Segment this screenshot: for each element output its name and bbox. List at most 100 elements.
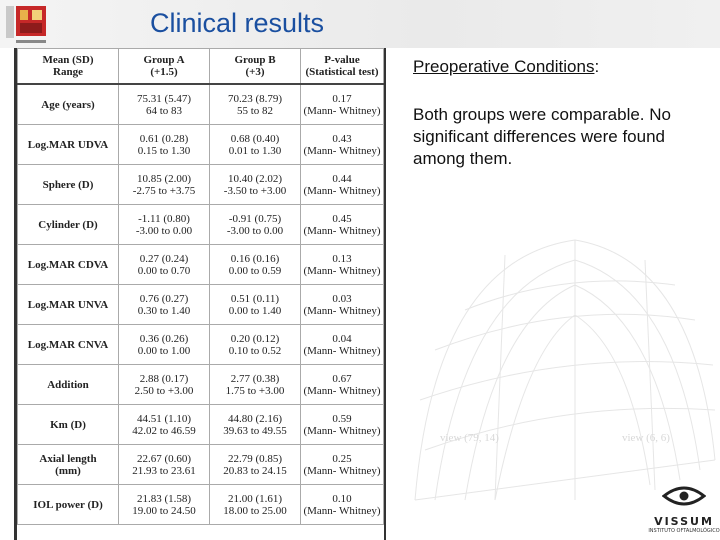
side-heading-label: Preoperative Conditions — [413, 57, 595, 76]
cell-line: 21.83 (1.58) — [136, 492, 192, 505]
header-cell-group-b: Group B (+3) — [209, 48, 301, 85]
p-value-cell: 0.44 (Mann- Whitney) — [300, 164, 384, 205]
cell-line: 39.63 to 49.55 — [223, 424, 287, 437]
cell-line: Log.MAR UDVA — [27, 138, 109, 151]
cell-line: 22.79 (0.85) — [227, 452, 283, 465]
header-line: (Statistical test) — [305, 66, 379, 78]
group-b-cell: 10.40 (2.02) -3.50 to +3.00 — [209, 164, 301, 205]
cell-line: 0.03 — [332, 292, 352, 305]
group-a-cell: 0.36 (0.26) 0.00 to 1.00 — [118, 324, 210, 365]
cell-line: Km (D) — [50, 418, 86, 431]
cell-line: 19.00 to 24.50 — [132, 504, 196, 517]
cell-line: 2.77 (0.38) — [230, 372, 280, 385]
group-b-cell: 22.79 (0.85) 20.83 to 24.15 — [209, 444, 301, 485]
p-value-cell: 0.13 (Mann- Whitney) — [300, 244, 384, 285]
cell-line: (Mann- Whitney) — [303, 424, 381, 437]
cell-line: 10.40 (2.02) — [227, 172, 283, 185]
table-row: Axial length (mm) 22.67 (0.60) 21.93 to 23.… — [17, 444, 384, 485]
header-line: Range — [53, 66, 83, 78]
p-value-cell: 0.45 (Mann- Whitney) — [300, 204, 384, 245]
table-row: Cylinder (D) -1.11 (0.80) -3.00 to 0.00 -0.… — [17, 204, 384, 245]
group-b-cell: 0.51 (0.11) 0.00 to 1.40 — [209, 284, 301, 325]
side-heading: Preoperative Conditions: — [413, 56, 703, 78]
cell-line: 0.20 (0.12) — [230, 332, 280, 345]
group-a-cell: -1.11 (0.80) -3.00 to 0.00 — [118, 204, 210, 245]
header-cell-mean: Mean (SD) Range — [17, 48, 119, 85]
cell-line: Age (years) — [41, 98, 95, 111]
cell-line: 0.43 — [332, 132, 352, 145]
cell-line: 0.17 — [332, 92, 352, 105]
cell-line: 0.30 to 1.40 — [137, 304, 191, 317]
cell-line: 20.83 to 24.15 — [223, 464, 287, 477]
side-heading-suffix: : — [594, 57, 600, 76]
cell-line: 0.27 (0.24) — [139, 252, 189, 265]
cell-line: -3.00 to 0.00 — [135, 224, 193, 237]
cell-line: IOL power (D) — [33, 498, 103, 511]
group-a-cell: 21.83 (1.58) 19.00 to 24.50 — [118, 484, 210, 525]
row-label: Log.MAR CNVA — [17, 324, 119, 365]
university-logo — [6, 6, 46, 43]
cell-line: 0.67 — [332, 372, 352, 385]
cell-line: 21.93 to 23.61 — [132, 464, 196, 477]
cell-line: Addition — [47, 378, 89, 391]
cell-line: 0.16 (0.16) — [230, 252, 280, 265]
cell-line: 21.00 (1.61) — [227, 492, 283, 505]
cell-line: (Mann- Whitney) — [303, 264, 381, 277]
cell-line: 0.44 — [332, 172, 352, 185]
group-a-cell: 75.31 (5.47) 64 to 83 — [118, 83, 210, 125]
group-b-cell: 44.80 (2.16) 39.63 to 49.55 — [209, 404, 301, 445]
cell-line: (Mann- Whitney) — [303, 464, 381, 477]
cell-line: 0.00 to 0.70 — [137, 264, 191, 277]
cell-line: (Mann- Whitney) — [303, 104, 381, 117]
cell-line: 0.00 to 0.59 — [228, 264, 282, 277]
row-label: Sphere (D) — [17, 164, 119, 205]
table-row: Sphere (D) 10.85 (2.00) -2.75 to +3.75 10.4… — [17, 164, 384, 205]
p-value-cell: 0.43 (Mann- Whitney) — [300, 124, 384, 165]
p-value-cell: 0.10 (Mann- Whitney) — [300, 484, 384, 525]
group-a-cell: 44.51 (1.10) 42.02 to 46.59 — [118, 404, 210, 445]
group-a-cell: 22.67 (0.60) 21.93 to 23.61 — [118, 444, 210, 485]
cell-line: 75.31 (5.47) — [136, 92, 192, 105]
cell-line: 0.10 — [332, 492, 352, 505]
cell-line: 0.00 to 1.00 — [137, 344, 191, 357]
group-a-cell: 0.76 (0.27) 0.30 to 1.40 — [118, 284, 210, 325]
cell-line: Log.MAR UNVA — [27, 298, 109, 311]
cell-line: 0.76 (0.27) — [139, 292, 189, 305]
table-row: Log.MAR CDVA 0.27 (0.24) 0.00 to 0.70 0.16 … — [17, 244, 384, 285]
cell-line: 2.50 to +3.00 — [134, 384, 194, 397]
table-header-row: Mean (SD) Range Group A (+1.5) Group B (… — [17, 48, 384, 85]
cell-line: 0.36 (0.26) — [139, 332, 189, 345]
group-a-cell: 2.88 (0.17) 2.50 to +3.00 — [118, 364, 210, 405]
table-row: Log.MAR UNVA 0.76 (0.27) 0.30 to 1.40 0.51 … — [17, 284, 384, 325]
row-label: Log.MAR UNVA — [17, 284, 119, 325]
group-b-cell: 0.20 (0.12) 0.10 to 0.52 — [209, 324, 301, 365]
cell-line: 2.88 (0.17) — [139, 372, 189, 385]
row-label: Axial length (mm) — [17, 444, 119, 485]
header-line: (+1.5) — [150, 66, 178, 78]
cell-line: 0.25 — [332, 452, 352, 465]
cell-line: (mm) — [55, 464, 81, 477]
cell-line: -0.91 (0.75) — [228, 212, 282, 225]
p-value-cell: 0.67 (Mann- Whitney) — [300, 364, 384, 405]
cell-line: Axial length — [39, 452, 97, 465]
eye-icon — [661, 486, 707, 506]
cell-line: -2.75 to +3.75 — [132, 184, 196, 197]
side-body: Both groups were comparable. No signific… — [413, 105, 671, 168]
cell-line: (Mann- Whitney) — [303, 504, 381, 517]
cell-line: 0.00 to 1.40 — [228, 304, 282, 317]
cell-line: 10.85 (2.00) — [136, 172, 192, 185]
table-row: Log.MAR UDVA 0.61 (0.28) 0.15 to 1.30 0.68 … — [17, 124, 384, 165]
row-label: Log.MAR CDVA — [17, 244, 119, 285]
vissum-logo: VISSUM INSTITUTO OFTALMOLÓGICO — [648, 484, 720, 540]
table-row: Addition 2.88 (0.17) 2.50 to +3.00 2.77 (0.… — [17, 364, 384, 405]
cell-line: 55 to 82 — [236, 104, 274, 117]
header-line: Group A — [143, 54, 185, 66]
cell-line: Log.MAR CDVA — [27, 258, 109, 271]
page-title: Clinical results — [150, 8, 325, 38]
p-value-cell: 0.03 (Mann- Whitney) — [300, 284, 384, 325]
cell-line: 42.02 to 46.59 — [132, 424, 196, 437]
clinical-results-table: Mean (SD) Range Group A (+1.5) Group B (… — [14, 48, 386, 540]
p-value-cell: 0.04 (Mann- Whitney) — [300, 324, 384, 365]
header-line: Mean (SD) — [42, 54, 94, 66]
cell-line: 0.68 (0.40) — [230, 132, 280, 145]
